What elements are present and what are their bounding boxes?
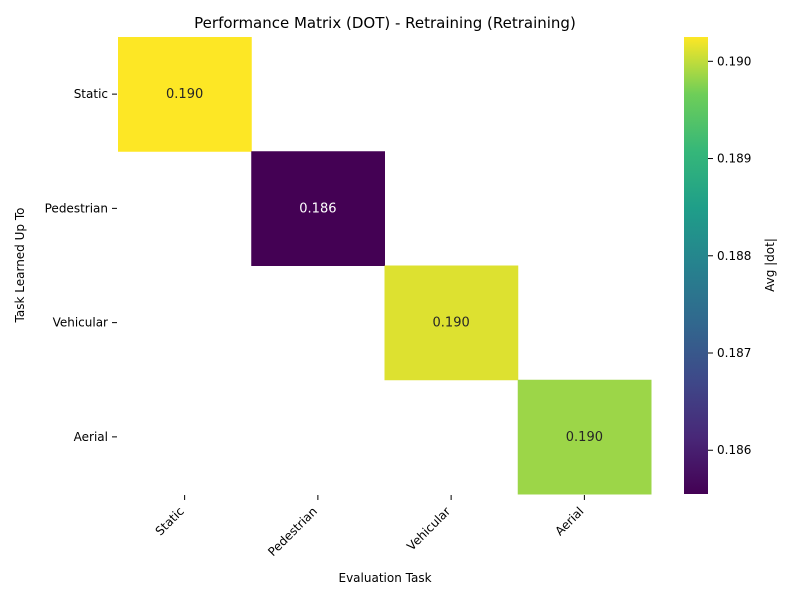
- x-tick-label: Aerial: [552, 504, 586, 538]
- colorbar-tick-label: 0.190: [717, 54, 751, 68]
- chart-title: Performance Matrix (DOT) - Retraining (R…: [194, 14, 576, 32]
- colorbar: [684, 37, 708, 494]
- x-tick-label: Vehicular: [404, 504, 453, 553]
- y-axis: Static Pedestrian Vehicular Aerial: [45, 87, 117, 444]
- colorbar-tick-label: 0.189: [717, 152, 751, 166]
- cell-value-label: 0.190: [433, 316, 470, 331]
- colorbar-tick-label: 0.186: [717, 443, 751, 457]
- y-tick-label: Pedestrian: [45, 201, 108, 215]
- x-axis: Static Pedestrian Vehicular Aerial: [153, 495, 586, 559]
- colorbar-label: Avg |dot|: [763, 238, 777, 292]
- heatmap-cell: [384, 265, 519, 381]
- y-tick-label: Static: [74, 87, 108, 101]
- x-tick-label: Pedestrian: [265, 504, 320, 559]
- cell-value-label: 0.190: [566, 430, 603, 445]
- colorbar-axis: 0.186 0.187 0.188 0.189 0.190: [708, 54, 751, 457]
- heatmap-cell: [251, 151, 385, 266]
- y-tick-label: Aerial: [74, 430, 108, 444]
- heatmap-cells: [118, 37, 652, 495]
- heatmap-cell-labels: 0.190 0.186 0.190 0.190: [166, 87, 603, 445]
- colorbar-tick-label: 0.187: [717, 346, 751, 360]
- heatmap-cell: [517, 379, 652, 495]
- cell-value-label: 0.186: [299, 201, 336, 216]
- x-axis-label: Evaluation Task: [338, 571, 431, 585]
- cell-value-label: 0.190: [166, 87, 203, 102]
- y-tick-label: Vehicular: [53, 316, 108, 330]
- y-axis-label: Task Learned Up To: [13, 208, 27, 324]
- colorbar-tick-label: 0.188: [717, 249, 751, 263]
- heatmap-cell: [118, 37, 252, 152]
- x-tick-label: Static: [153, 504, 187, 538]
